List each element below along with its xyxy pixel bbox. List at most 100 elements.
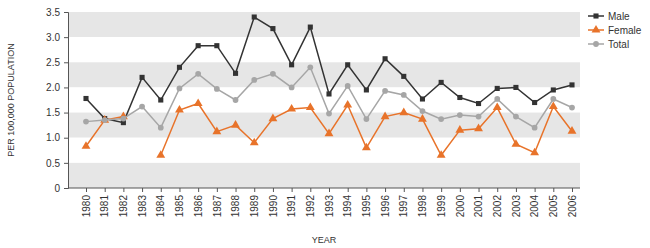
x-tick-label: 1980 xyxy=(81,195,92,218)
series-marker xyxy=(382,88,388,94)
series-marker xyxy=(289,85,295,91)
x-tick-mark xyxy=(553,188,554,192)
x-tick-mark xyxy=(366,188,367,192)
x-tick: 1991 xyxy=(286,188,297,217)
x-tick-mark xyxy=(142,188,143,192)
series-marker xyxy=(401,74,406,79)
series-marker xyxy=(457,95,462,100)
series-marker xyxy=(551,87,556,92)
y-axis: 0 0.5 1.0 1.5 2.0 2.5 3.0 3.5 xyxy=(46,7,68,194)
series-marker xyxy=(550,96,556,102)
x-tick-mark xyxy=(236,188,237,192)
series-marker xyxy=(513,85,518,90)
series-marker xyxy=(511,139,520,147)
x-tick-mark xyxy=(217,188,218,192)
series-marker xyxy=(158,97,163,102)
series-marker xyxy=(420,96,425,101)
y-tick: 2.5 xyxy=(46,57,68,68)
x-tick: 1994 xyxy=(342,188,353,217)
series-marker xyxy=(214,43,219,48)
y-tick-mark xyxy=(64,188,68,189)
y-tick-mark xyxy=(64,163,68,164)
series-marker xyxy=(439,80,444,85)
legend-marker xyxy=(593,13,598,18)
series-marker xyxy=(82,141,91,149)
x-tick-label: 1998 xyxy=(417,195,428,218)
series-marker xyxy=(195,71,201,77)
x-tick-label: 2001 xyxy=(473,195,484,218)
series-marker xyxy=(158,125,164,131)
y-tick-mark xyxy=(64,138,68,139)
series-marker xyxy=(214,86,220,92)
x-tick-mark xyxy=(273,188,274,192)
x-tick-label: 1996 xyxy=(380,195,391,218)
x-tick: 2005 xyxy=(548,188,559,217)
series-marker xyxy=(83,119,89,125)
series-marker xyxy=(532,100,537,105)
y-tick-label: 1.5 xyxy=(46,107,60,118)
x-tick: 1996 xyxy=(380,188,391,217)
series-marker xyxy=(268,113,277,121)
legend-marker xyxy=(592,25,601,33)
series-marker xyxy=(308,25,313,30)
series-marker xyxy=(362,143,371,151)
x-tick-mark xyxy=(572,188,573,192)
y-tick-mark xyxy=(64,87,68,88)
y-tick: 2.0 xyxy=(46,82,68,93)
series-marker xyxy=(383,56,388,61)
x-tick: 1986 xyxy=(193,188,204,217)
y-tick-label: 0.5 xyxy=(46,158,60,169)
series-marker xyxy=(532,125,538,131)
series-marker xyxy=(175,105,184,113)
y-tick-mark xyxy=(64,12,68,13)
x-tick: 1989 xyxy=(249,188,260,217)
series-line xyxy=(86,67,572,127)
y-tick-label: 1.0 xyxy=(46,132,60,143)
series-marker xyxy=(121,116,127,122)
series-marker xyxy=(212,127,221,135)
series-marker xyxy=(364,87,369,92)
series-marker xyxy=(476,114,482,120)
y-tick: 3.5 xyxy=(46,7,68,18)
y-axis-line xyxy=(64,13,69,189)
series-marker xyxy=(251,77,257,83)
legend-entry: Male xyxy=(588,11,630,22)
y-tick-mark xyxy=(64,37,68,38)
x-tick-mark xyxy=(479,188,480,192)
x-tick: 2003 xyxy=(511,188,522,217)
legend-marker xyxy=(593,41,599,47)
x-tick: 2006 xyxy=(567,188,578,217)
x-tick-label: 1997 xyxy=(398,195,409,218)
series-marker xyxy=(287,104,296,112)
series-marker xyxy=(289,62,294,67)
series-marker xyxy=(457,112,463,118)
x-tick-mark xyxy=(123,188,124,192)
x-tick: 2002 xyxy=(492,188,503,217)
x-tick-label: 2006 xyxy=(567,195,578,218)
y-tick-label: 0 xyxy=(54,183,60,194)
series-marker xyxy=(177,86,183,92)
legend: MaleFemaleTotal xyxy=(588,11,642,50)
series-marker xyxy=(156,150,165,158)
legend-entry: Female xyxy=(588,25,642,36)
grid xyxy=(68,12,580,188)
series-marker xyxy=(476,101,481,106)
series-marker xyxy=(345,62,350,67)
series-marker xyxy=(326,111,332,117)
y-tick-label: 2.0 xyxy=(46,82,60,93)
x-tick-mark xyxy=(310,188,311,192)
x-tick-mark xyxy=(385,188,386,192)
x-tick-mark xyxy=(422,188,423,192)
grid-band xyxy=(68,138,580,163)
y-tick-label: 3.0 xyxy=(46,32,60,43)
x-tick-mark xyxy=(535,188,536,192)
x-tick-mark xyxy=(348,188,349,192)
series-marker xyxy=(102,117,108,123)
series-marker xyxy=(494,96,500,102)
x-tick: 1997 xyxy=(398,188,409,217)
series-marker xyxy=(569,82,574,87)
x-tick-mark xyxy=(460,188,461,192)
x-tick-label: 1987 xyxy=(212,195,223,218)
x-tick-label: 1982 xyxy=(118,195,129,218)
x-tick-label: 1988 xyxy=(230,195,241,218)
